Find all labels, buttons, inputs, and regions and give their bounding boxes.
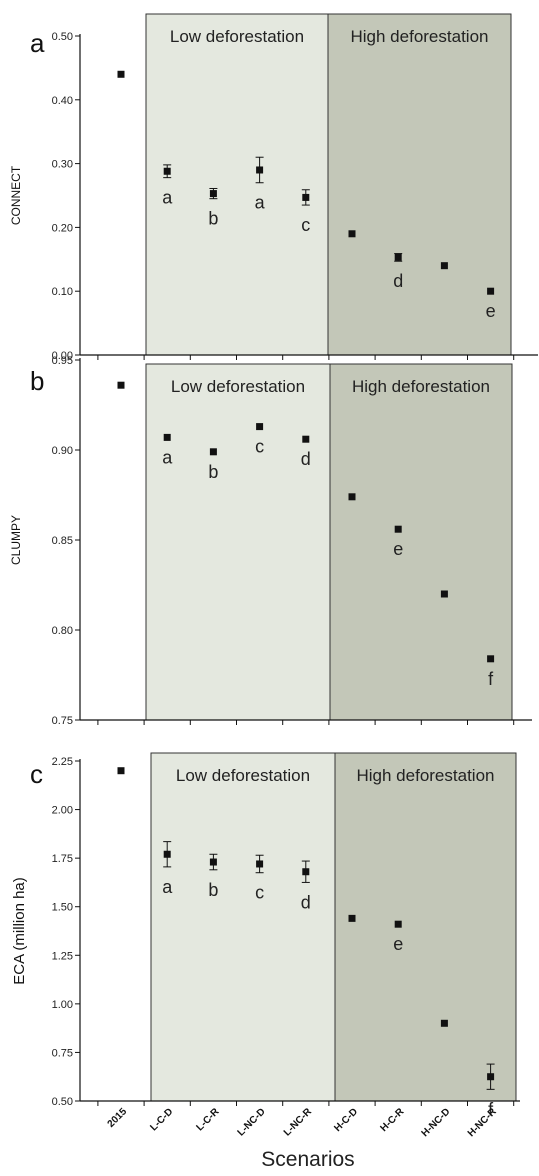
data-point-2015 [117, 381, 125, 389]
data-point-2015 [117, 70, 125, 78]
data-point-H-C-D [348, 493, 356, 501]
chart-panel-c: Low deforestation High deforestation 0.50 0… [11, 752, 520, 1119]
significance-letter: f [488, 1099, 494, 1119]
data-point-H-C-R [394, 525, 402, 533]
x-tick-label: L-C-R [194, 1106, 222, 1134]
data-point-H-NC-R [487, 1073, 495, 1081]
y-tick-label: 0.40 [52, 95, 73, 107]
x-tick-label: L-C-D [148, 1106, 175, 1133]
low-deforestation-label: Low deforestation [170, 27, 304, 46]
significance-letter: b [208, 209, 218, 229]
x-tick-label: L-NC-R [282, 1106, 315, 1139]
y-tick-label: 1.50 [52, 902, 73, 914]
high-deforestation-band [327, 13, 512, 356]
data-point-L-NC-D [256, 860, 264, 868]
significance-letter: e [393, 539, 403, 559]
panel-letter: c [30, 759, 43, 789]
data-point-H-C-D [348, 914, 356, 922]
significance-letter: e [486, 301, 496, 321]
high-deforestation-band [329, 363, 513, 721]
data-point-L-NC-R [302, 868, 310, 876]
low-deforestation-label: Low deforestation [176, 766, 310, 785]
data-point-L-C-R [209, 858, 217, 866]
high-deforestation-label: High deforestation [357, 766, 495, 785]
high-deforestation-band [334, 752, 517, 1102]
high-deforestation-label: High deforestation [352, 377, 490, 396]
significance-letter: c [301, 215, 310, 235]
significance-letter: b [208, 880, 218, 900]
data-point-H-C-R [394, 920, 402, 928]
y-tick-label: 0.00 [52, 350, 73, 362]
y-tick-label: 0.85 [52, 535, 73, 547]
y-tick-label: 2.25 [52, 756, 73, 768]
significance-letter: c [255, 437, 264, 457]
y-tick-label: 0.50 [52, 31, 73, 43]
high-deforestation-label: High deforestation [351, 27, 489, 46]
x-tick-label: H-C-R [379, 1106, 407, 1134]
y-tick-label: 0.75 [52, 1047, 73, 1059]
x-tick-label: H-NC-D [420, 1106, 453, 1139]
data-point-H-NC-D [440, 1019, 448, 1027]
y-tick-label: 1.00 [52, 999, 73, 1011]
panel-letter: a [30, 28, 45, 58]
x-tick-label: 2015 [106, 1106, 130, 1130]
significance-letter: a [162, 447, 173, 467]
y-axis-title: CONNECT [9, 165, 23, 225]
data-point-H-C-R [394, 253, 402, 261]
chart-panel-a: Low deforestation High deforestation 0.00 0… [9, 13, 538, 362]
y-tick-label: 2.00 [52, 805, 73, 817]
data-point-L-NC-R [302, 435, 310, 443]
data-point-H-NC-R [487, 287, 495, 295]
panel-letter: b [30, 366, 44, 396]
data-point-H-C-D [348, 230, 356, 238]
y-tick-label: 0.90 [52, 445, 73, 457]
significance-letter: d [301, 449, 311, 469]
y-tick-label: 0.30 [52, 159, 73, 171]
y-axis-title: CLUMPY [9, 515, 23, 565]
y-tick-label: 0.80 [52, 625, 73, 637]
y-axis-title: ECA (million ha) [11, 877, 28, 985]
y-tick-label: 1.25 [52, 950, 73, 962]
data-point-L-NC-D [256, 166, 264, 174]
low-deforestation-band [145, 13, 329, 356]
data-point-2015 [117, 767, 125, 775]
significance-letter: a [255, 193, 266, 213]
significance-letter: a [162, 188, 173, 208]
significance-letter: d [301, 892, 311, 912]
x-tick-label: H-C-D [332, 1106, 360, 1134]
data-point-L-C-D [163, 433, 171, 441]
data-point-H-NC-D [440, 590, 448, 598]
data-point-L-C-D [163, 850, 171, 858]
significance-letter: f [488, 669, 494, 689]
significance-letter: d [393, 271, 403, 291]
y-tick-label: 0.10 [52, 286, 73, 298]
y-tick-label: 0.20 [52, 222, 73, 234]
significance-letter: e [393, 934, 403, 954]
significance-letter: b [208, 462, 218, 482]
y-tick-label: 0.95 [52, 355, 73, 367]
data-point-L-NC-R [302, 193, 310, 201]
low-deforestation-band [145, 363, 331, 721]
data-point-L-NC-D [256, 423, 264, 431]
x-tick-label: L-NC-D [236, 1106, 268, 1138]
y-tick-label: 0.50 [52, 1096, 73, 1108]
low-deforestation-band [150, 752, 336, 1102]
data-point-L-C-D [163, 167, 171, 175]
data-point-H-NC-R [487, 655, 495, 663]
x-tick-label: H-NC-R [466, 1106, 499, 1139]
significance-letter: a [162, 877, 173, 897]
y-tick-label: 0.75 [52, 715, 73, 727]
chart-panel-b: Low deforestation High deforestation 0.75 0… [9, 355, 532, 727]
data-point-L-C-R [209, 190, 217, 198]
data-point-L-C-R [209, 448, 217, 456]
y-tick-label: 1.75 [52, 853, 73, 865]
significance-letter: c [255, 883, 264, 903]
data-point-H-NC-D [440, 262, 448, 270]
x-axis-tick-labels: 2015 L-C-D L-C-R L-NC-D L-NC-R H-C-D H-C-R H-NC… [106, 1106, 500, 1139]
x-axis-title: Scenarios [261, 1148, 354, 1171]
low-deforestation-label: Low deforestation [171, 377, 305, 396]
